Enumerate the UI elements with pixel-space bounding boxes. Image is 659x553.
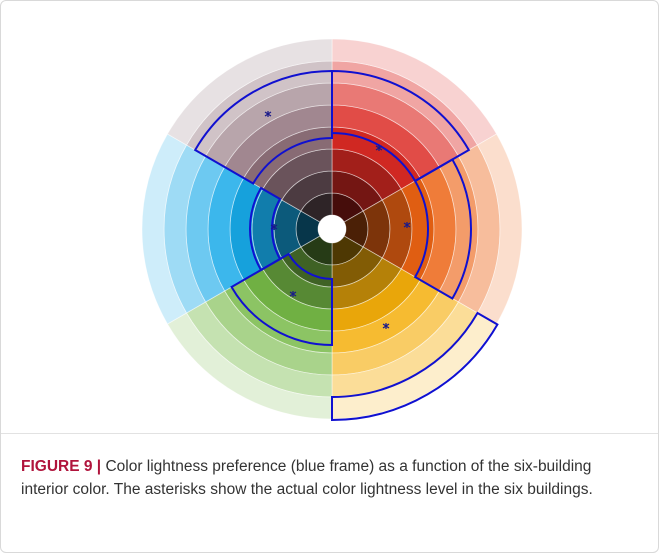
asterisk [289,291,297,297]
center-hole [318,215,346,243]
color-wheel [141,38,523,422]
preference-frame [230,252,333,347]
preference-frame [193,69,333,185]
asterisk [375,145,383,151]
preference-frame [331,311,499,422]
preference-frame [413,158,472,300]
separator [1,433,658,434]
asterisk [264,111,272,117]
preference-frame [331,69,471,183]
caption-text: Color lightness preference (blue frame) … [21,458,593,498]
asterisk [382,323,390,329]
asterisk [270,224,278,230]
wheel-cell [166,38,333,146]
figure-caption: FIGURE 9 | Color lightness preference (b… [21,455,641,501]
figure-label: FIGURE 9 | [21,458,102,475]
preference-frame [249,186,282,272]
asterisk [403,222,411,228]
